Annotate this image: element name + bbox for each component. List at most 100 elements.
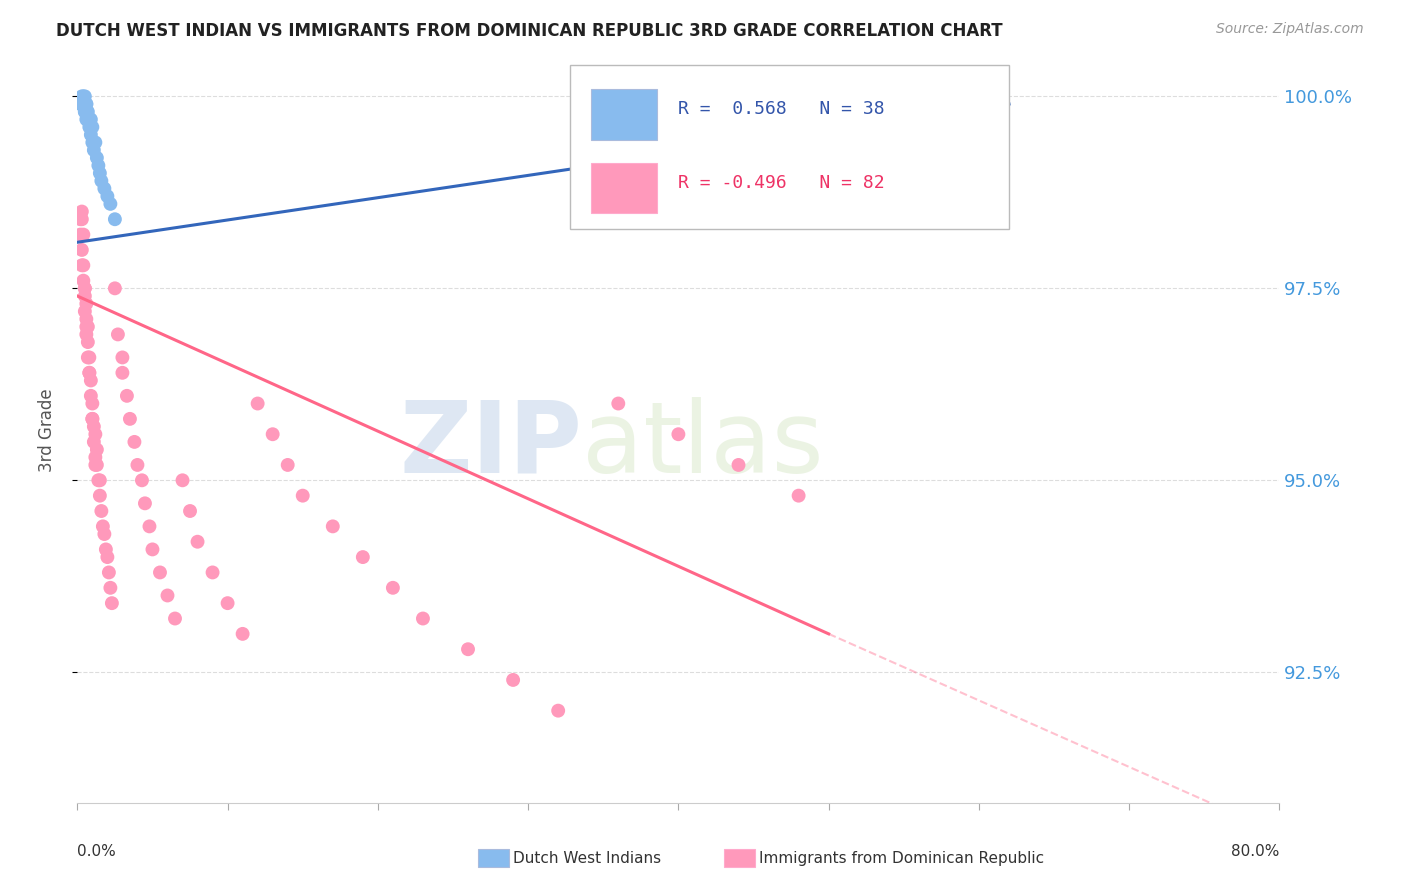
Point <box>547 704 569 718</box>
Point <box>73 89 96 103</box>
Point <box>73 304 96 318</box>
Point <box>277 458 299 472</box>
Point <box>84 450 107 465</box>
Point <box>76 112 98 127</box>
Point <box>89 166 111 180</box>
Text: ZIP: ZIP <box>399 397 582 494</box>
Point <box>246 396 269 410</box>
Point <box>72 227 94 242</box>
Point <box>727 458 749 472</box>
Point <box>84 427 107 442</box>
Point <box>80 374 103 388</box>
Point <box>79 351 101 365</box>
Point <box>111 366 134 380</box>
Point <box>73 97 96 112</box>
Point <box>72 89 94 103</box>
Point <box>73 104 96 119</box>
Bar <box>591 89 657 139</box>
Point <box>72 97 94 112</box>
Point <box>124 434 146 449</box>
Point <box>75 296 97 310</box>
Point <box>100 581 122 595</box>
Point <box>111 351 134 365</box>
Point <box>75 104 97 119</box>
Point <box>607 396 630 410</box>
Point <box>75 312 97 326</box>
Point <box>70 89 93 103</box>
Point <box>89 489 111 503</box>
Point <box>91 519 114 533</box>
Point <box>457 642 479 657</box>
Point <box>73 104 96 119</box>
Text: Source: ZipAtlas.com: Source: ZipAtlas.com <box>1216 22 1364 37</box>
Point <box>96 189 118 203</box>
Point <box>201 566 224 580</box>
Point <box>101 596 124 610</box>
Point <box>156 589 179 603</box>
Point <box>82 396 104 410</box>
Point <box>70 243 93 257</box>
Point <box>82 412 104 426</box>
Point <box>84 136 107 150</box>
Point <box>75 327 97 342</box>
Point <box>87 159 110 173</box>
Point <box>69 212 91 227</box>
Point <box>72 274 94 288</box>
Point <box>70 97 93 112</box>
Bar <box>591 162 657 213</box>
Y-axis label: 3rd Grade: 3rd Grade <box>38 389 56 472</box>
Point <box>502 673 524 687</box>
Point <box>75 104 97 119</box>
Point <box>76 319 98 334</box>
Point <box>100 197 122 211</box>
Point <box>94 542 117 557</box>
Point <box>118 412 141 426</box>
Point <box>82 120 104 134</box>
Point <box>75 97 97 112</box>
Point <box>75 319 97 334</box>
Point <box>104 212 127 227</box>
Point <box>79 366 101 380</box>
Point <box>412 611 434 625</box>
Point <box>70 258 93 272</box>
Point <box>75 97 97 112</box>
Text: R = -0.496   N = 82: R = -0.496 N = 82 <box>679 174 884 192</box>
Point <box>87 473 110 487</box>
Point <box>83 143 105 157</box>
Point <box>75 112 97 127</box>
Point <box>73 97 96 112</box>
Point <box>80 389 103 403</box>
Point <box>90 174 112 188</box>
Point <box>76 351 98 365</box>
Point <box>82 412 104 426</box>
Point <box>83 434 105 449</box>
Point <box>76 335 98 350</box>
Point <box>163 611 186 625</box>
Text: 80.0%: 80.0% <box>1232 844 1279 859</box>
Point <box>86 442 108 457</box>
Point <box>138 519 160 533</box>
Point <box>187 534 209 549</box>
Point <box>69 97 91 112</box>
Point <box>787 489 810 503</box>
Text: DUTCH WEST INDIAN VS IMMIGRANTS FROM DOMINICAN REPUBLIC 3RD GRADE CORRELATION CH: DUTCH WEST INDIAN VS IMMIGRANTS FROM DOM… <box>56 22 1002 40</box>
Point <box>73 289 96 303</box>
Point <box>96 550 118 565</box>
Point <box>79 120 101 134</box>
Text: Immigrants from Dominican Republic: Immigrants from Dominican Republic <box>759 852 1045 866</box>
Point <box>90 504 112 518</box>
Point <box>668 427 690 442</box>
Point <box>82 136 104 150</box>
Text: atlas: atlas <box>582 397 824 494</box>
Point <box>72 97 94 112</box>
Text: R =  0.568   N = 38: R = 0.568 N = 38 <box>679 101 884 119</box>
Point <box>89 473 111 487</box>
Point <box>107 327 129 342</box>
Point <box>149 566 172 580</box>
Point <box>179 504 201 518</box>
Point <box>84 458 107 472</box>
Point <box>80 128 103 142</box>
Point <box>217 596 239 610</box>
Point <box>104 281 127 295</box>
Text: 0.0%: 0.0% <box>77 844 117 859</box>
